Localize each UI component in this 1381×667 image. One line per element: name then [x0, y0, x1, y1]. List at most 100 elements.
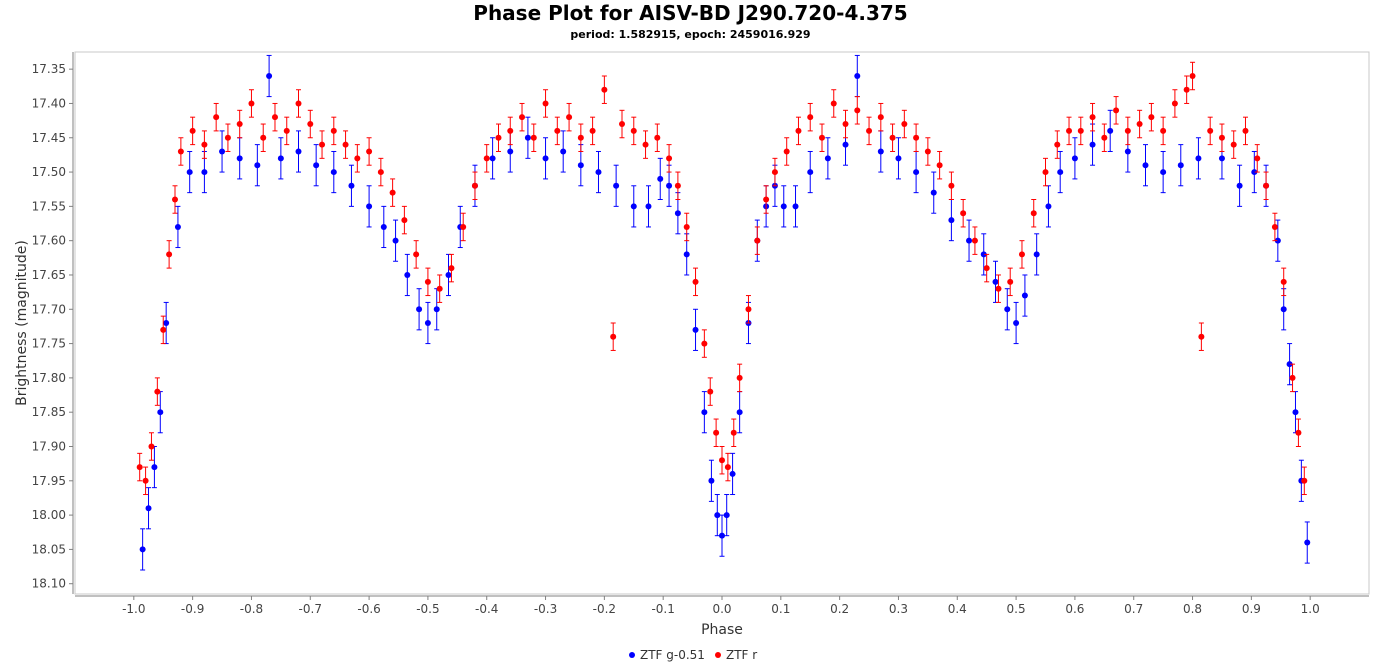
data-point — [295, 100, 302, 107]
data-point — [1045, 203, 1052, 210]
data-point — [713, 429, 720, 436]
data-point — [177, 148, 184, 155]
data-point — [1101, 134, 1108, 141]
x-tick-label: -0.8 — [240, 602, 263, 616]
data-point — [236, 155, 243, 162]
data-point — [630, 203, 637, 210]
data-point — [654, 134, 661, 141]
y-tick-label: 17.90 — [32, 439, 66, 453]
data-point — [723, 512, 730, 519]
data-point — [1021, 292, 1028, 299]
data-point — [966, 237, 973, 244]
data-point — [313, 162, 320, 169]
data-point — [901, 121, 908, 128]
data-point — [1236, 182, 1243, 189]
data-point — [174, 223, 181, 230]
y-ticks: 17.35 17.40 17.45 17.50 17.55 17.60 17.65 17.70… — [32, 62, 73, 591]
data-point — [236, 121, 243, 128]
data-point — [1030, 210, 1037, 217]
data-point — [560, 148, 567, 155]
y-tick-label: 17.50 — [32, 165, 66, 179]
data-point — [342, 141, 349, 148]
y-tick-label: 18.05 — [32, 542, 66, 556]
data-point — [1295, 429, 1302, 436]
legend-label: ZTF r — [726, 648, 757, 662]
data-point — [1195, 155, 1202, 162]
data-point — [730, 429, 737, 436]
data-point — [166, 251, 173, 258]
data-point — [154, 388, 161, 395]
data-point — [266, 73, 273, 80]
data-point — [1160, 127, 1167, 134]
series-layer — [136, 54, 1311, 571]
data-point — [392, 237, 399, 244]
data-point — [683, 223, 690, 230]
data-point — [489, 155, 496, 162]
data-point — [460, 223, 467, 230]
data-point — [507, 148, 514, 155]
data-point — [1280, 306, 1287, 313]
data-point — [151, 464, 158, 471]
data-point — [666, 155, 673, 162]
data-point — [1207, 127, 1214, 134]
data-point — [389, 189, 396, 196]
data-point — [530, 134, 537, 141]
data-point — [295, 148, 302, 155]
x-axis-label: Phase — [701, 622, 743, 638]
data-point — [380, 223, 387, 230]
x-tick-label: 0.7 — [1124, 602, 1143, 616]
data-point — [201, 169, 208, 176]
data-point — [424, 320, 431, 326]
data-point — [610, 333, 617, 340]
data-point — [254, 162, 261, 169]
data-point — [701, 409, 708, 416]
data-point — [666, 182, 673, 189]
series-ztf-g — [139, 54, 1311, 571]
data-point — [936, 162, 943, 169]
data-point — [1198, 333, 1205, 340]
x-ticks: -1.0 -0.9 -0.8 -0.7 -0.6 -0.5 -0.4 -0.3 -0.2 -0.1… — [122, 596, 1320, 616]
data-point — [913, 134, 920, 141]
y-tick-label: 17.65 — [32, 268, 66, 282]
y-tick-label: 17.85 — [32, 405, 66, 419]
data-point — [824, 155, 831, 162]
data-point — [1230, 141, 1237, 148]
data-point — [724, 464, 731, 471]
y-tick-label: 17.95 — [32, 474, 66, 488]
y-tick-label: 17.80 — [32, 371, 66, 385]
legend-marker — [715, 652, 721, 658]
data-point — [1218, 134, 1225, 141]
x-tick-label: 0.3 — [889, 602, 908, 616]
data-point — [186, 169, 193, 176]
data-point — [707, 388, 714, 395]
x-tick-label: 0.5 — [1007, 602, 1026, 616]
data-point — [683, 251, 690, 258]
data-point — [930, 189, 937, 196]
data-point — [613, 182, 620, 189]
data-point — [1280, 278, 1287, 285]
x-tick-label: -0.3 — [534, 602, 557, 616]
data-point — [248, 100, 255, 107]
data-point — [795, 127, 802, 134]
data-point — [719, 532, 725, 539]
data-point — [1292, 409, 1299, 416]
data-point — [674, 182, 681, 189]
data-point — [542, 100, 549, 107]
data-point — [807, 114, 814, 121]
data-point — [542, 155, 549, 162]
data-point — [566, 114, 573, 121]
data-point — [519, 114, 526, 121]
y-tick-label: 17.55 — [32, 199, 66, 213]
data-point — [595, 169, 602, 176]
data-point — [754, 237, 761, 244]
data-point — [145, 505, 152, 512]
data-point — [619, 121, 626, 128]
data-point — [854, 107, 861, 114]
legend: ZTF g-0.51 ZTF r — [629, 648, 757, 662]
data-point — [1124, 148, 1131, 155]
data-point — [1263, 182, 1270, 189]
data-point — [1107, 127, 1114, 134]
data-point — [1089, 141, 1096, 148]
data-point — [416, 306, 423, 313]
data-point — [719, 457, 725, 464]
